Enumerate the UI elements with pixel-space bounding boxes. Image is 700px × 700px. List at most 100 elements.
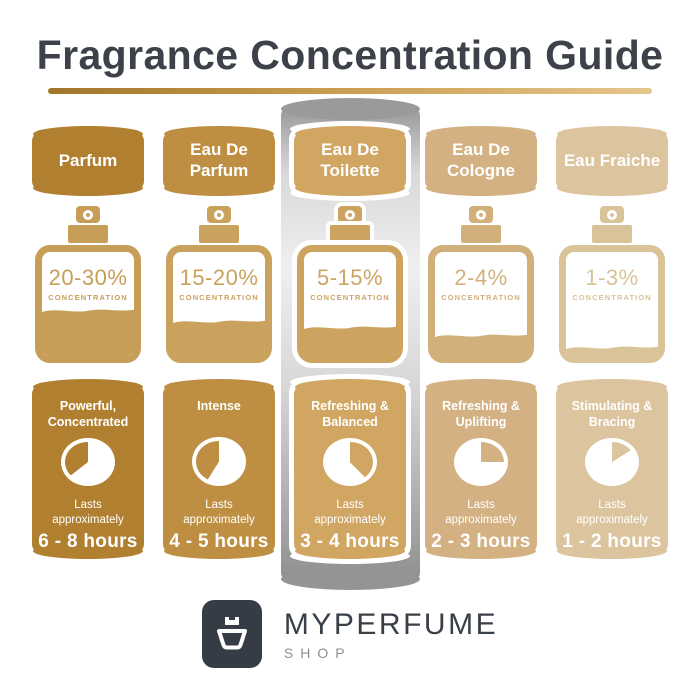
nozzle-dot <box>214 209 224 220</box>
concentration-value: 15-20% <box>179 265 259 290</box>
column-eau-de-parfum: Eau De Parfum 15-20% CONCENTRATION Inten… <box>154 106 285 582</box>
badge-shape <box>163 126 275 196</box>
pie-clock-icon <box>61 437 115 487</box>
fragrance-type-badge: Eau De Cologne <box>425 126 537 196</box>
spray-nozzle-icon <box>469 206 493 223</box>
lasts-label: Lasts approximately <box>52 499 124 527</box>
concentration-value: 5-15% <box>316 265 384 290</box>
duration-card: Intense Lasts approximately 4 - 5 hours <box>163 379 275 559</box>
liquid-fill <box>42 310 134 356</box>
bottle-neck <box>592 225 632 243</box>
brand-subtitle: SHOP <box>283 644 352 661</box>
liquid-wave <box>304 326 396 333</box>
spray-perfume-bottle-icon: 1-3% CONCENTRATION <box>559 206 665 363</box>
brand-logo <box>201 600 262 668</box>
gold-underline <box>48 88 652 94</box>
lasts-label: Lasts approximately <box>576 499 648 527</box>
bottle-body: 1-3% CONCENTRATION <box>559 245 665 363</box>
pie-clock-icon <box>323 437 377 487</box>
liquid-wave <box>566 346 658 352</box>
concentration-label: CONCENTRATION <box>179 293 259 302</box>
bottle-neck <box>199 225 239 243</box>
pie-clock-icon <box>192 436 246 487</box>
fragrance-type-badge: Parfum <box>32 126 144 196</box>
bottle-body: 2-4% CONCENTRATION <box>428 245 534 363</box>
card-shape <box>556 379 668 559</box>
nozzle-dot <box>83 209 93 220</box>
fragrance-type-badge: Eau De Parfum <box>163 126 275 196</box>
bottle-neck <box>461 225 501 243</box>
spray-nozzle-icon <box>76 206 100 223</box>
spray-nozzle-icon <box>338 206 362 223</box>
column-parfum: Parfum 20-30% CONCENTRATION Powerful, Co… <box>23 106 154 582</box>
bottle-body: 20-30% CONCENTRATION <box>35 245 141 363</box>
liquid-fill <box>435 334 527 356</box>
character-description: Refreshing & Balanced <box>311 399 389 430</box>
spray-perfume-bottle-icon: 5-15% CONCENTRATION <box>297 206 403 363</box>
column-eau-de-cologne: Eau De Cologne 2-4% CONCENTRATION Refres… <box>416 106 547 582</box>
bottle-neck <box>68 225 108 243</box>
column-eau-fraiche: Eau Fraiche 1-3% CONCENTRATION Stimulati… <box>547 106 678 582</box>
lasts-label: Lasts approximately <box>314 499 386 527</box>
badge-shape <box>294 126 406 196</box>
concentration-label: CONCENTRATION <box>310 293 390 302</box>
header: Fragrance Concentration Guide <box>0 0 700 94</box>
page-title: Fragrance Concentration Guide <box>36 32 664 78</box>
character-description: Powerful, Concentrated <box>47 399 129 430</box>
brand-name: MYPERFUME <box>283 607 499 641</box>
concentration-value: 20-30% <box>48 265 128 290</box>
concentration-label: CONCENTRATION <box>572 293 652 302</box>
duration-value: 2 - 3 hours <box>431 531 531 552</box>
liquid-fill <box>304 326 396 356</box>
spray-nozzle-icon <box>207 206 231 223</box>
column-eau-de-toilette: Eau De Toilette 5-15% CONCENTRATION Refr… <box>280 98 420 590</box>
columns-row: Parfum 20-30% CONCENTRATION Powerful, Co… <box>0 98 700 590</box>
duration-value: 1 - 2 hours <box>562 531 662 552</box>
bottle-body: 15-20% CONCENTRATION <box>166 245 272 363</box>
pie-clock-icon <box>454 437 508 487</box>
lasts-label: Lasts approximately <box>445 499 517 527</box>
fragrance-type-label: Eau De Parfum <box>189 140 249 180</box>
spray-perfume-bottle-icon: 20-30% CONCENTRATION <box>35 206 141 363</box>
fragrance-type-label: Eau Fraiche <box>563 150 661 170</box>
nozzle-dot <box>607 209 617 220</box>
duration-card: Refreshing & Uplifting Lasts approximate… <box>425 379 537 559</box>
pie-clock-icon <box>585 437 639 487</box>
badge-shape <box>556 126 668 196</box>
liquid-wave <box>173 320 265 326</box>
duration-value: 4 - 5 hours <box>169 531 269 552</box>
fragrance-type-label: Eau De Cologne <box>447 140 515 180</box>
footer-brand: MYPERFUME SHOP <box>0 600 700 668</box>
liquid-fill <box>173 320 265 356</box>
liquid-wave <box>42 310 134 316</box>
concentration-label: CONCENTRATION <box>441 293 521 302</box>
badge-shape <box>425 126 537 196</box>
bottle-neck <box>330 225 370 243</box>
liquid-fill <box>566 346 658 356</box>
spray-perfume-bottle-icon: 2-4% CONCENTRATION <box>428 206 534 363</box>
duration-card: Powerful, Concentrated Lasts approximate… <box>32 379 144 559</box>
duration-value: 6 - 8 hours <box>38 531 138 552</box>
concentration-value: 1-3% <box>585 265 639 290</box>
duration-card: Refreshing & Balanced Lasts approximatel… <box>289 374 411 564</box>
duration-card: Stimulating & Bracing Lasts approximatel… <box>556 379 668 559</box>
spray-perfume-bottle-icon: 15-20% CONCENTRATION <box>166 206 272 363</box>
concentration-value: 2-4% <box>454 265 508 290</box>
fragrance-type-label: Parfum <box>58 150 118 170</box>
nozzle-dot <box>476 209 486 220</box>
duration-value: 3 - 4 hours <box>300 531 400 552</box>
character-description: Refreshing & Uplifting <box>442 399 520 430</box>
character-description: Intense <box>197 399 241 413</box>
fragrance-type-badge: Eau De Toilette <box>289 121 411 201</box>
concentration-label: CONCENTRATION <box>48 293 128 302</box>
bottle-body: 5-15% CONCENTRATION <box>297 245 403 363</box>
fragrance-type-badge: Eau Fraiche <box>556 126 668 196</box>
spray-nozzle-icon <box>600 206 624 223</box>
character-description: Stimulating & Bracing <box>571 399 653 430</box>
perfume-crown-icon <box>216 617 247 650</box>
fragrance-type-label: Eau De Toilette <box>320 140 380 180</box>
lasts-label: Lasts approximately <box>183 499 255 527</box>
liquid-wave <box>435 334 527 341</box>
nozzle-dot <box>345 209 355 220</box>
